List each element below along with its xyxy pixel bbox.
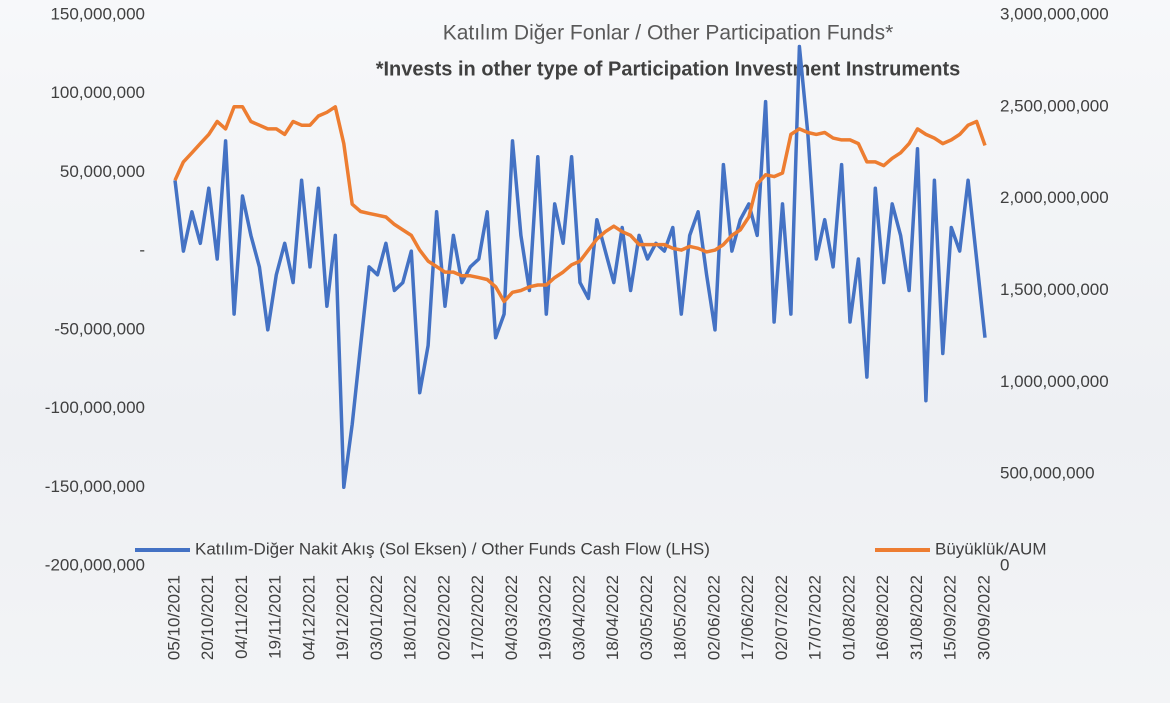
y2-tick-label: 2,000,000,000 xyxy=(1000,188,1109,207)
x-tick-label: 17/06/2022 xyxy=(738,575,757,660)
x-tick-label: 30/09/2022 xyxy=(974,575,993,660)
y2-tick-label: 3,000,000,000 xyxy=(1000,4,1109,23)
x-tick-label: 04/11/2021 xyxy=(232,575,251,659)
y-tick-label: -100,000,000 xyxy=(45,398,145,417)
x-tick-label: 20/10/2021 xyxy=(198,575,217,660)
x-tick-label: 01/08/2022 xyxy=(839,575,858,660)
y-tick-label: -50,000,000 xyxy=(54,319,145,338)
x-tick-label: 18/05/2022 xyxy=(671,575,690,660)
series-line xyxy=(173,105,987,304)
x-tick-label: 18/04/2022 xyxy=(603,575,622,660)
x-tick-label: 02/07/2022 xyxy=(772,575,791,660)
y2-tick-label: 2,500,000,000 xyxy=(1000,96,1109,115)
x-tick-label: 19/12/2021 xyxy=(333,575,352,660)
y-tick-label: 100,000,000 xyxy=(50,83,145,102)
y2-tick-label: 1,000,000,000 xyxy=(1000,372,1109,391)
y-tick-label: - xyxy=(139,241,145,260)
x-tick-label: 02/02/2022 xyxy=(434,575,453,660)
legend-label: Büyüklük/AUM xyxy=(935,539,1046,558)
x-tick-label: 04/12/2021 xyxy=(299,575,318,660)
y2-tick-label: 1,500,000,000 xyxy=(1000,280,1109,299)
x-tick-label: 04/03/2022 xyxy=(502,575,521,660)
x-tick-label: 17/02/2022 xyxy=(468,575,487,660)
x-tick-label: 18/01/2022 xyxy=(401,575,420,660)
chart-subtitle: *Invests in other type of Participation … xyxy=(376,58,961,80)
x-tick-label: 31/08/2022 xyxy=(907,575,926,660)
x-tick-label: 03/04/2022 xyxy=(569,575,588,660)
y-tick-label: 150,000,000 xyxy=(50,4,145,23)
y2-tick-label: 500,000,000 xyxy=(1000,464,1095,483)
y-tick-label: -150,000,000 xyxy=(45,477,145,496)
series-line xyxy=(173,44,987,490)
x-tick-label: 15/09/2022 xyxy=(941,575,960,660)
legend-label: Katılım-Diğer Nakit Akış (Sol Eksen) / O… xyxy=(195,539,710,558)
x-tick-label: 19/11/2021 xyxy=(266,575,285,659)
chart-title: Katılım Diğer Fonlar / Other Participati… xyxy=(443,22,894,45)
x-tick-label: 03/01/2022 xyxy=(367,575,386,660)
x-tick-label: 19/03/2022 xyxy=(536,575,555,660)
x-tick-label: 17/07/2022 xyxy=(806,575,825,660)
x-tick-label: 03/05/2022 xyxy=(637,575,656,660)
x-tick-label: 16/08/2022 xyxy=(873,575,892,660)
y-tick-label: -200,000,000 xyxy=(45,555,145,574)
x-tick-label: 05/10/2021 xyxy=(164,575,183,660)
y-tick-label: 50,000,000 xyxy=(60,162,145,181)
x-tick-label: 02/06/2022 xyxy=(704,575,723,660)
y2-tick-label: 0 xyxy=(1000,555,1009,574)
